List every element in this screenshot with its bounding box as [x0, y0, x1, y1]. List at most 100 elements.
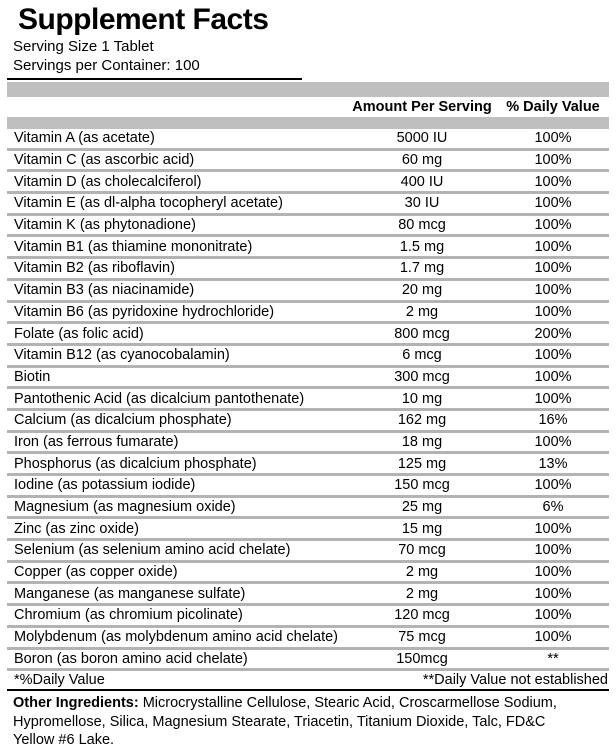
nutrient-daily-value: 100%	[534, 173, 572, 190]
serving-size-text: Serving Size 1 Tablet	[13, 38, 154, 55]
nutrient-name: Zinc (as zinc oxide)	[14, 520, 139, 537]
nutrient-name: Vitamin B1 (as thiamine mononitrate)	[14, 238, 253, 255]
nutrient-daily-value: 13%	[538, 455, 568, 472]
nutrient-daily-value: 100%	[534, 130, 572, 147]
table-row: Vitamin B6 (as pyridoxine hydrochloride)…	[7, 303, 609, 325]
column-header-daily-value: % Daily Value	[506, 99, 600, 115]
nutrient-daily-value: 100%	[534, 195, 572, 212]
nutrient-daily-value: 100%	[534, 282, 572, 299]
table-row: Molybdenum (as molybdenum amino acid che…	[7, 628, 609, 650]
nutrient-name: Pantothenic Acid (as dicalcium pantothen…	[14, 390, 305, 407]
nutrient-amount: 60 mg	[401, 152, 443, 169]
table-row: Vitamin B12 (as cyanocobalamin) 6 mcg 100%	[7, 346, 609, 368]
nutrient-daily-value: 100%	[534, 260, 572, 277]
table-row: Pantothenic Acid (as dicalcium pantothen…	[7, 389, 609, 411]
nutrient-amount: 10 mg	[401, 390, 443, 407]
table-row: Vitamin C (as ascorbic acid) 60 mg 100%	[7, 151, 609, 173]
table-row: Iodine (as potassium iodide) 150 mcg 100%	[7, 476, 609, 498]
table-row: Vitamin A (as acetate) 5000 IU 100%	[7, 129, 609, 151]
other-ingredients-text: Microcrystalline Cellulose, Stearic Acid…	[13, 695, 557, 749]
header-rule	[7, 78, 302, 80]
table-row: Chromium (as chromium picolinate) 120 mcg…	[7, 606, 609, 628]
nutrient-name: Boron (as boron amino acid chelate)	[14, 650, 248, 667]
table-row: Boron (as boron amino acid chelate) 150mc…	[7, 650, 609, 672]
nutrient-daily-value: 100%	[534, 585, 572, 602]
nutrient-amount: 2 mg	[405, 585, 439, 602]
nutrient-daily-value: 100%	[534, 542, 572, 559]
nutrient-daily-value: 100%	[534, 607, 572, 624]
nutrient-name: Folate (as folic acid)	[14, 325, 144, 342]
table-row: Vitamin B2 (as riboflavin) 1.7 mg 100%	[7, 259, 609, 281]
other-ingredients-label: Other Ingredients:	[13, 695, 139, 712]
nutrient-name: Vitamin B6 (as pyridoxine hydrochloride)	[14, 303, 275, 320]
nutrient-amount: 70 mcg	[398, 542, 446, 559]
nutrient-name: Calcium (as dicalcium phosphate)	[14, 412, 232, 429]
footnote-row: *%Daily Value **Daily Value not establis…	[7, 671, 609, 692]
table-row: Manganese (as manganese sulfate) 2 mg 100%	[7, 584, 609, 607]
nutrient-daily-value: 100%	[534, 477, 572, 494]
nutrient-name: Vitamin A (as acetate)	[14, 130, 155, 147]
table-row: Copper (as copper oxide) 2 mg 100%	[7, 563, 609, 585]
nutrient-amount: 20 mg	[401, 282, 443, 299]
nutrient-name: Vitamin B3 (as niacinamide)	[14, 282, 195, 299]
nutrient-amount: 300 mcg	[394, 368, 450, 385]
table-row: Vitamin D (as cholecalciferol) 400 IU 100%	[7, 172, 609, 195]
nutrient-amount: 1.7 mg	[399, 260, 445, 277]
nutrient-daily-value: 6%	[542, 499, 564, 516]
nutrient-amount: 125 mg	[397, 455, 447, 472]
nutrient-name: Manganese (as manganese sulfate)	[14, 585, 246, 602]
nutrient-daily-value: 100%	[534, 152, 572, 169]
table-row: Calcium (as dicalcium phosphate) 162 mg 16…	[7, 411, 609, 433]
nutrient-name: Copper (as copper oxide)	[14, 564, 178, 581]
table-row: Vitamin B1 (as thiamine mononitrate) 1.5 …	[7, 237, 609, 260]
nutrient-name: Vitamin D (as cholecalciferol)	[14, 173, 202, 190]
table-row: Iron (as ferrous fumarate) 18 mg 100%	[7, 433, 609, 455]
nutrient-amount: 120 mcg	[394, 607, 450, 624]
nutrient-daily-value: 16%	[538, 412, 568, 429]
nutrient-amount: 162 mg	[397, 412, 447, 429]
column-header-row: Amount Per Serving % Daily Value	[7, 97, 609, 117]
nutrient-name: Biotin	[14, 368, 51, 385]
other-ingredients-paragraph: Other Ingredients: Microcrystalline Cell…	[13, 694, 561, 750]
nutrient-name: Iodine (as potassium iodide)	[14, 477, 196, 494]
nutrient-amount: 75 mcg	[398, 629, 446, 646]
footnote-daily-value: *%Daily Value	[14, 672, 105, 689]
nutrient-daily-value: 100%	[534, 629, 572, 646]
nutrient-daily-value: 100%	[534, 238, 572, 255]
top-gray-bar	[7, 82, 609, 97]
nutrient-amount: 25 mg	[401, 499, 443, 516]
nutrient-name: Vitamin K (as phytonadione)	[14, 217, 196, 234]
column-header-amount: Amount Per Serving	[352, 99, 492, 115]
nutrient-daily-value: 100%	[534, 303, 572, 320]
nutrient-daily-value: **	[547, 650, 559, 667]
table-row: Vitamin K (as phytonadione) 80 mcg 100%	[7, 216, 609, 238]
table-row: Folate (as folic acid) 800 mcg 200%	[7, 324, 609, 346]
nutrient-amount: 6 mcg	[402, 347, 442, 364]
nutrient-name: Magnesium (as magnesium oxide)	[14, 499, 236, 516]
nutrient-amount: 30 IU	[404, 195, 440, 212]
nutrient-amount: 150mcg	[396, 650, 448, 667]
nutrient-name: Iron (as ferrous fumarate)	[14, 433, 179, 450]
nutrient-name: Vitamin C (as ascorbic acid)	[14, 152, 195, 169]
nutrient-amount: 150 mcg	[394, 477, 450, 494]
table-body: Vitamin A (as acetate) 5000 IU 100% Vitamin…	[7, 129, 609, 672]
nutrient-name: Vitamin B2 (as riboflavin)	[14, 260, 175, 277]
nutrient-daily-value: 100%	[534, 564, 572, 581]
nutrient-amount: 18 mg	[401, 433, 443, 450]
nutrient-daily-value: 100%	[534, 433, 572, 450]
nutrient-name: Selenium (as selenium amino acid chelate…	[14, 542, 291, 559]
nutrient-amount: 2 mg	[405, 564, 439, 581]
nutrient-amount: 2 mg	[405, 303, 439, 320]
nutrient-amount: 1.5 mg	[399, 238, 445, 255]
table-row: Selenium (as selenium amino acid chelate…	[7, 541, 609, 563]
table-row: Phosphorus (as dicalcium phosphate) 125 m…	[7, 454, 609, 476]
nutrient-name: Chromium (as chromium picolinate)	[14, 607, 243, 624]
nutrient-daily-value: 100%	[534, 368, 572, 385]
nutrient-amount: 80 mcg	[398, 217, 446, 234]
table-row: Magnesium (as magnesium oxide) 25 mg 6%	[7, 498, 609, 520]
nutrient-name: Phosphorus (as dicalcium phosphate)	[14, 455, 257, 472]
nutrient-name: Molybdenum (as molybdenum amino acid che…	[14, 629, 338, 646]
nutrient-daily-value: 100%	[534, 520, 572, 537]
table-row: Vitamin B3 (as niacinamide) 20 mg 100%	[7, 281, 609, 303]
